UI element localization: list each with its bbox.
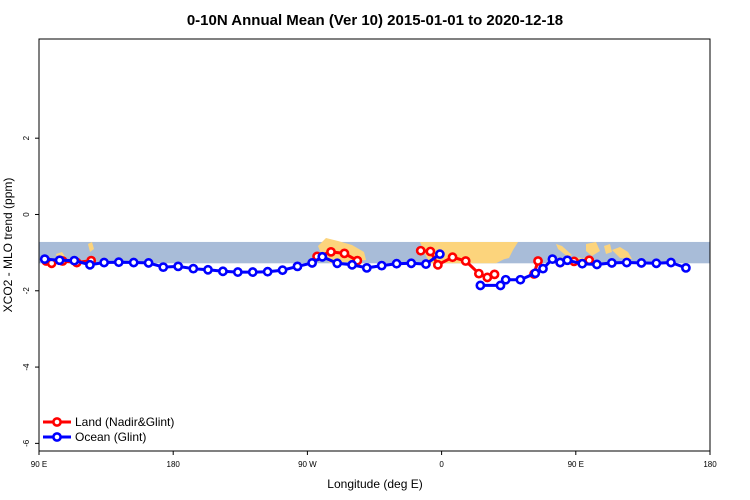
ocean-point: [636, 258, 647, 268]
ocean-point: [592, 259, 602, 270]
ocean-point: [421, 259, 431, 269]
ocean-point: [113, 257, 124, 268]
ocean-point: [143, 258, 154, 268]
ocean-point: [651, 258, 662, 269]
ocean-point: [158, 262, 169, 273]
ocean-point: [218, 266, 228, 277]
ocean-point: [606, 258, 617, 268]
ocean-series: [39, 249, 691, 291]
ocean-point: [277, 265, 288, 276]
ocean-point: [347, 259, 358, 270]
land-sulawesi: [604, 243, 612, 254]
land-point: [339, 248, 350, 259]
legend-label: Land (Nadir&Glint): [75, 415, 174, 429]
legend-item: Land (Nadir&Glint): [43, 415, 174, 429]
ocean-point: [666, 257, 676, 268]
ocean-point: [292, 261, 303, 272]
legend-item: Ocean (Glint): [43, 430, 146, 444]
ocean-point: [577, 258, 588, 269]
ocean-point: [307, 258, 318, 268]
land-borneo: [586, 241, 600, 256]
ocean-series-line: [44, 252, 441, 274]
y-tick-label: -6: [22, 439, 31, 447]
ocean-point: [39, 254, 50, 265]
ocean-point: [317, 251, 328, 262]
ocean-point: [232, 267, 243, 277]
ocean-point: [99, 257, 110, 268]
y-tick-label: -4: [22, 363, 31, 371]
land-point: [432, 259, 443, 270]
y-axis-label: XCO2 - MLO trend (ppm): [1, 178, 15, 313]
x-tick-label: 90 E: [31, 460, 47, 469]
land-island-1: [88, 241, 94, 252]
series-layer: [39, 245, 691, 291]
x-tick-label: 180: [703, 460, 717, 469]
ocean-point: [203, 264, 213, 275]
land-point: [489, 269, 500, 280]
ocean-point: [434, 249, 445, 260]
y-tick-label: 0: [22, 212, 31, 217]
ocean-point: [391, 258, 402, 269]
land-point: [425, 246, 436, 257]
x-axis: 90 E 180 90 W 0 90 E 180: [31, 451, 717, 469]
y-tick-label: -2: [22, 287, 31, 295]
ocean-point: [247, 267, 258, 277]
x-tick-label: 90 E: [568, 460, 584, 469]
ocean-point: [361, 262, 372, 273]
ocean-point: [530, 268, 541, 279]
ocean-band: [39, 241, 710, 264]
legend: Land (Nadir&Glint)Ocean (Glint): [43, 415, 174, 444]
legend-marker: [52, 432, 62, 442]
land-point: [460, 256, 471, 266]
ocean-point: [500, 274, 511, 285]
y-tick-label: 2: [22, 135, 31, 140]
ocean-point: [547, 254, 558, 265]
ocean-point: [406, 258, 417, 269]
chart-title: 0-10N Annual Mean (Ver 10) 2015-01-01 to…: [187, 12, 563, 29]
ocean-point: [262, 266, 273, 277]
ocean-point: [332, 258, 343, 269]
ocean-point: [54, 255, 65, 266]
land-africa: [420, 241, 518, 264]
legend-marker: [52, 417, 62, 427]
land-point: [415, 245, 426, 256]
plot-frame: [38, 38, 711, 452]
land-point: [326, 246, 336, 257]
land-point: [533, 256, 543, 266]
y-axis: -6 -4 -2 0 2: [22, 135, 39, 447]
ocean-point: [538, 263, 548, 274]
ocean-point: [562, 255, 573, 266]
ocean-point: [621, 257, 632, 268]
map-band: [39, 237, 710, 264]
ocean-point: [376, 260, 387, 271]
land-shapes: [56, 237, 632, 264]
land-point: [473, 268, 484, 279]
ocean-point: [188, 263, 199, 274]
ocean-point: [85, 259, 95, 270]
ocean-point: [515, 274, 526, 285]
x-axis-label: Longitude (deg E): [327, 477, 422, 491]
ocean-point: [495, 280, 506, 291]
land-new-guinea: [612, 246, 632, 259]
legend-label: Ocean (Glint): [75, 430, 146, 444]
land-sumatra: [556, 243, 572, 257]
x-tick-label: 0: [439, 460, 444, 469]
ocean-point: [173, 261, 184, 272]
land-point: [447, 252, 458, 263]
ocean-point: [680, 262, 691, 273]
ocean-point: [475, 280, 486, 291]
ocean-point: [69, 255, 80, 266]
x-tick-label: 90 W: [298, 460, 317, 469]
ocean-point: [128, 257, 139, 268]
x-tick-label: 180: [167, 460, 181, 469]
